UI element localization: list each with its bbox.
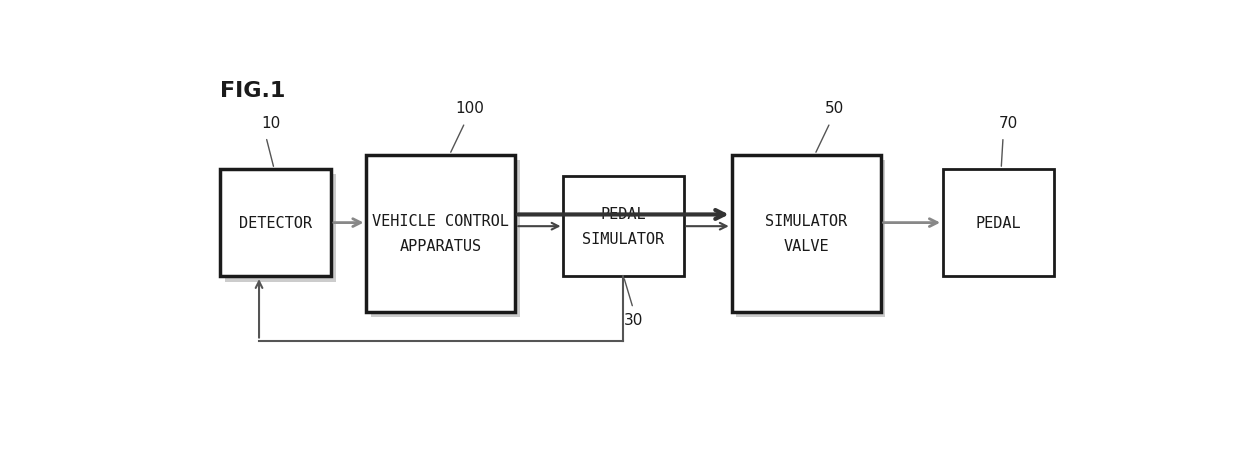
Text: PEDAL: PEDAL bbox=[600, 206, 646, 222]
Text: DETECTOR: DETECTOR bbox=[239, 216, 312, 231]
Bar bbox=[942, 169, 1054, 276]
Bar bbox=[221, 169, 331, 276]
Text: 30: 30 bbox=[624, 312, 642, 327]
Text: SIMULATOR: SIMULATOR bbox=[765, 214, 847, 229]
Text: SIMULATOR: SIMULATOR bbox=[583, 232, 665, 247]
Text: 100: 100 bbox=[455, 101, 484, 116]
Text: 50: 50 bbox=[826, 101, 844, 116]
Bar bbox=[226, 175, 336, 282]
Bar bbox=[563, 177, 683, 276]
Text: 10: 10 bbox=[262, 115, 280, 131]
Text: VEHICLE CONTROL: VEHICLE CONTROL bbox=[372, 214, 510, 229]
Bar bbox=[371, 161, 521, 318]
Text: APPARATUS: APPARATUS bbox=[399, 239, 482, 254]
Text: PEDAL: PEDAL bbox=[976, 216, 1021, 231]
Bar bbox=[737, 161, 885, 318]
Text: 70: 70 bbox=[998, 115, 1018, 131]
Bar bbox=[367, 156, 516, 312]
Text: FIG.1: FIG.1 bbox=[221, 81, 285, 100]
Text: VALVE: VALVE bbox=[784, 239, 828, 254]
Bar bbox=[732, 156, 880, 312]
